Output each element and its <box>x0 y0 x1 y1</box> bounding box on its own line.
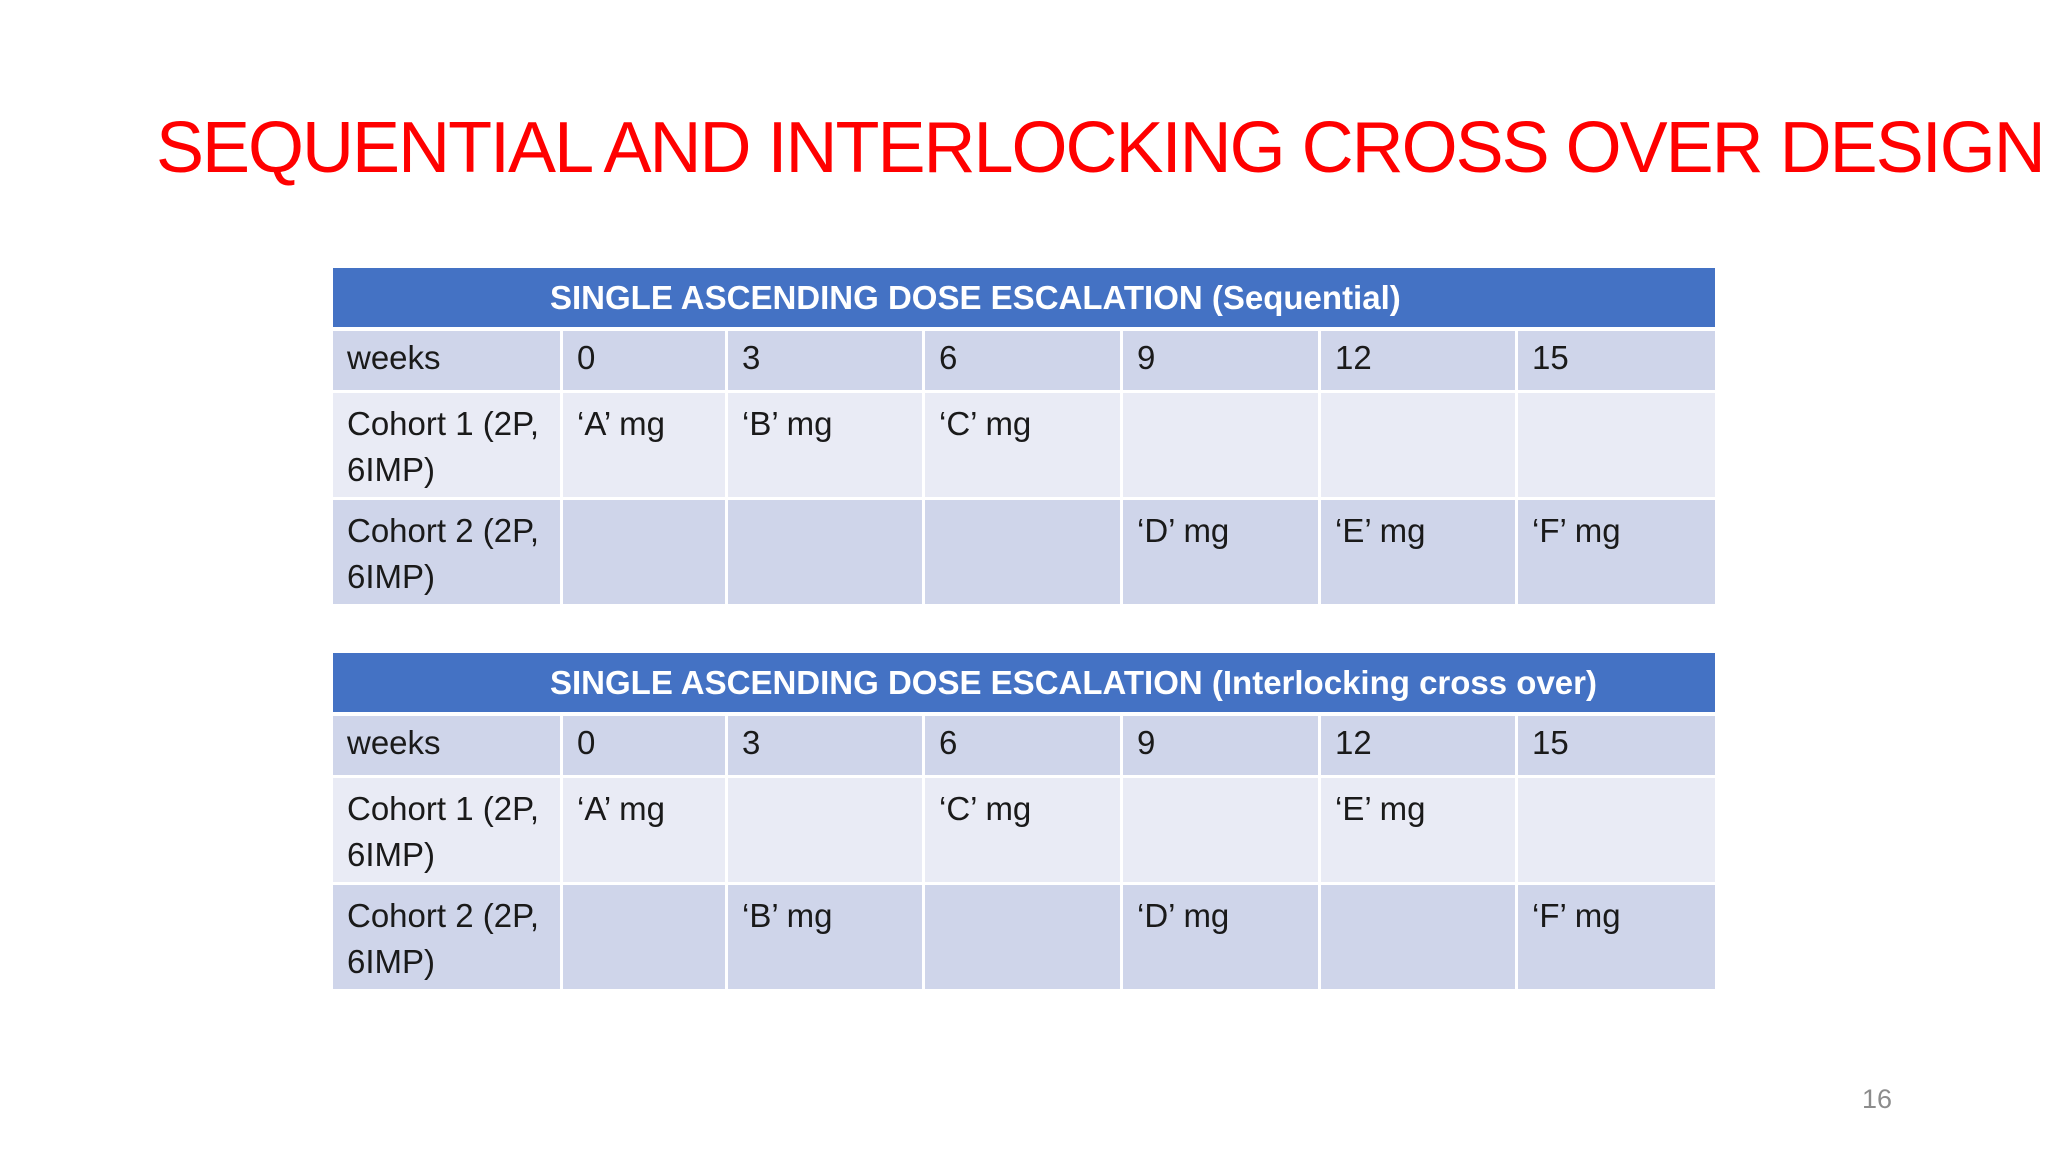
dose-cell <box>1123 393 1321 500</box>
week-cell: 6 <box>925 716 1123 778</box>
dose-cell: ‘D’ mg <box>1123 885 1321 992</box>
row-label: weeks <box>333 331 563 393</box>
dose-cell <box>728 778 925 885</box>
week-cell: 3 <box>728 331 925 393</box>
interlocking-dose-table: SINGLE ASCENDING DOSE ESCALATION (Interl… <box>333 653 1716 992</box>
cohort-1-row: Cohort 1 (2P, 6IMP) ‘A’ mg ‘B’ mg ‘C’ mg <box>333 393 1716 500</box>
row-label: Cohort 1 (2P, 6IMP) <box>333 393 563 500</box>
cohort-1-row: Cohort 1 (2P, 6IMP) ‘A’ mg ‘C’ mg ‘E’ mg <box>333 778 1716 885</box>
week-cell: 9 <box>1123 331 1321 393</box>
dose-cell: ‘B’ mg <box>728 885 925 992</box>
dose-cell <box>1518 393 1716 500</box>
dose-cell <box>563 500 728 607</box>
dose-cell: ‘E’ mg <box>1321 500 1518 607</box>
table-caption: SINGLE ASCENDING DOSE ESCALATION (Sequen… <box>333 268 1716 331</box>
week-cell: 9 <box>1123 716 1321 778</box>
sequential-dose-table: SINGLE ASCENDING DOSE ESCALATION (Sequen… <box>333 268 1716 607</box>
dose-cell <box>728 500 925 607</box>
page-number: 16 <box>1862 1084 1893 1114</box>
dose-cell: ‘C’ mg <box>925 778 1123 885</box>
dose-cell <box>1321 393 1518 500</box>
slide-title: SEQUENTIAL AND INTERLOCKING CROSS OVER D… <box>156 108 2046 188</box>
dose-cell: ‘E’ mg <box>1321 778 1518 885</box>
row-label: weeks <box>333 716 563 778</box>
table-caption: SINGLE ASCENDING DOSE ESCALATION (Interl… <box>333 653 1716 716</box>
week-cell: 0 <box>563 716 728 778</box>
week-cell: 0 <box>563 331 728 393</box>
dose-cell: ‘A’ mg <box>563 778 728 885</box>
dose-cell: ‘D’ mg <box>1123 500 1321 607</box>
week-cell: 6 <box>925 331 1123 393</box>
weeks-row: weeks 0 3 6 9 12 15 <box>333 331 1716 393</box>
weeks-row: weeks 0 3 6 9 12 15 <box>333 716 1716 778</box>
cohort-2-row: Cohort 2 (2P, 6IMP) ‘B’ mg ‘D’ mg ‘F’ mg <box>333 885 1716 992</box>
week-cell: 3 <box>728 716 925 778</box>
dose-cell <box>563 885 728 992</box>
dose-cell <box>925 500 1123 607</box>
row-label: Cohort 2 (2P, 6IMP) <box>333 500 563 607</box>
week-cell: 12 <box>1321 716 1518 778</box>
cohort-2-row: Cohort 2 (2P, 6IMP) ‘D’ mg ‘E’ mg ‘F’ mg <box>333 500 1716 607</box>
dose-cell: ‘C’ mg <box>925 393 1123 500</box>
week-cell: 15 <box>1518 716 1716 778</box>
row-label: Cohort 1 (2P, 6IMP) <box>333 778 563 885</box>
row-label: Cohort 2 (2P, 6IMP) <box>333 885 563 992</box>
dose-cell <box>1123 778 1321 885</box>
dose-cell: ‘F’ mg <box>1518 885 1716 992</box>
week-cell: 12 <box>1321 331 1518 393</box>
dose-cell: ‘F’ mg <box>1518 500 1716 607</box>
dose-cell: ‘B’ mg <box>728 393 925 500</box>
dose-cell: ‘A’ mg <box>563 393 728 500</box>
week-cell: 15 <box>1518 331 1716 393</box>
dose-cell <box>1321 885 1518 992</box>
dose-cell <box>1518 778 1716 885</box>
dose-cell <box>925 885 1123 992</box>
